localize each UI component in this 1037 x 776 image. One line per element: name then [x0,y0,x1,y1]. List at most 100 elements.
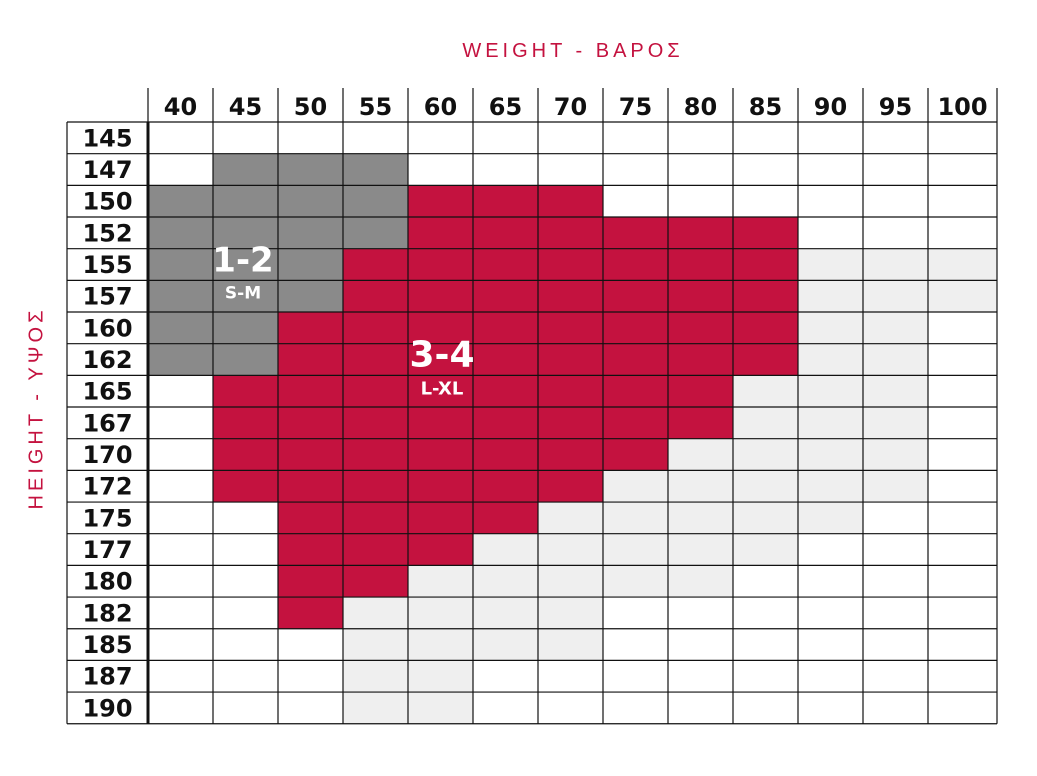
outside-cell [603,533,668,566]
outside-cell [863,470,928,503]
zone-1-2-size-label: S-M [225,284,261,304]
outside-cell [798,438,863,471]
outside-cell [863,438,928,471]
size-1-2-cell [148,280,213,313]
size-3-4-cell [668,312,733,344]
outside-cell [668,470,733,503]
size-3-4-cell [343,407,408,439]
y-tick-label: 170 [82,441,132,469]
size-3-4-cell [668,280,733,313]
size-3-4-cell [538,407,603,439]
size-3-4-cell [408,312,473,344]
size-3-4-cell [278,343,343,376]
size-3-4-cell [408,185,473,218]
size-1-2-cell [213,185,278,218]
size-1-2-cell [343,185,408,218]
size-3-4-cell [408,533,473,566]
size-3-4-cell [408,343,473,376]
size-3-4-cell [603,248,668,281]
size-3-4-cell [343,280,408,313]
size-3-4-cell [538,375,603,408]
outside-cell [863,343,928,376]
size-3-4-cell [538,343,603,376]
size-3-4-cell [668,217,733,249]
outside-cell [928,248,997,281]
size-3-4-cell [603,312,668,344]
size-3-4-cell [733,280,798,313]
size-3-4-cell [343,470,408,503]
y-tick-label: 147 [82,156,132,184]
outside-cell [408,597,473,629]
size-3-4-cell [473,375,538,408]
x-tick-label: 70 [554,93,587,121]
y-tick-label: 145 [82,124,132,152]
y-tick-label: 152 [82,219,132,247]
size-3-4-cell [343,248,408,281]
size-3-4-cell [213,375,278,408]
x-tick-labels: 40 45 50 55 60 65 70 75 80 85 90 95 100 [164,93,988,121]
y-tick-label: 182 [82,599,132,627]
outside-cell [668,565,733,598]
size-1-2-cell [278,217,343,249]
size-3-4-cell [603,438,668,471]
outside-cell [668,533,733,566]
outside-cell [343,692,408,724]
size-3-4-cell [278,565,343,598]
size-3-4-cell [668,343,733,376]
x-axis-title: WEIGHT - ΒΑΡΟΣ [462,40,684,62]
outside-cell [733,438,798,471]
size-3-4-cell [603,375,668,408]
outside-cell [408,565,473,598]
outside-cell [538,628,603,661]
size-3-4-cell [408,280,473,313]
y-tick-label: 185 [82,631,132,659]
x-tick-label: 75 [619,93,652,121]
x-tick-label: 80 [684,93,717,121]
outside-cell [538,533,603,566]
size-1-2-cell [213,248,278,281]
size-1-2-cell [148,185,213,218]
x-tick-label: 55 [359,93,392,121]
x-tick-label: 95 [879,93,912,121]
size-3-4-cell [668,407,733,439]
x-tick-label: 40 [164,93,197,121]
size-3-4-cell [213,407,278,439]
size-3-4-cell [538,280,603,313]
size-3-4-cell [343,343,408,376]
zone-1-2-code-label: 1-2 [212,241,273,281]
size-1-2-cell [148,343,213,376]
size-1-2-cell [213,153,278,186]
size-3-4-cell [538,217,603,249]
outside-cell [863,375,928,408]
outside-cell [473,533,538,566]
size-3-4-cell [278,470,343,503]
size-3-4-cell [603,407,668,439]
size-1-2-cell [278,153,343,186]
size-3-4-cell [278,533,343,566]
outside-cell [343,628,408,661]
size-3-4-cell [538,470,603,503]
outside-cell [798,280,863,313]
outside-cell [798,502,863,534]
outside-cell [668,502,733,534]
y-tick-label: 167 [82,409,132,437]
size-3-4-cell [473,185,538,218]
size-1-2-cell [278,280,343,313]
size-3-4-cell [343,533,408,566]
size-3-4-cell [538,438,603,471]
size-3-4-cell [278,312,343,344]
size-3-4-cell [408,248,473,281]
outside-cell [343,660,408,693]
outside-cell [343,597,408,629]
cells-layer [148,153,997,724]
zone-3-4-code-label: 3-4 [409,335,474,376]
y-tick-label: 175 [82,504,132,532]
size-3-4-cell [668,375,733,408]
size-3-4-cell [278,597,343,629]
size-3-4-cell [278,438,343,471]
size-3-4-cell [473,280,538,313]
size-1-2-cell [148,248,213,281]
size-1-2-cell [213,217,278,249]
outside-cell [863,407,928,439]
